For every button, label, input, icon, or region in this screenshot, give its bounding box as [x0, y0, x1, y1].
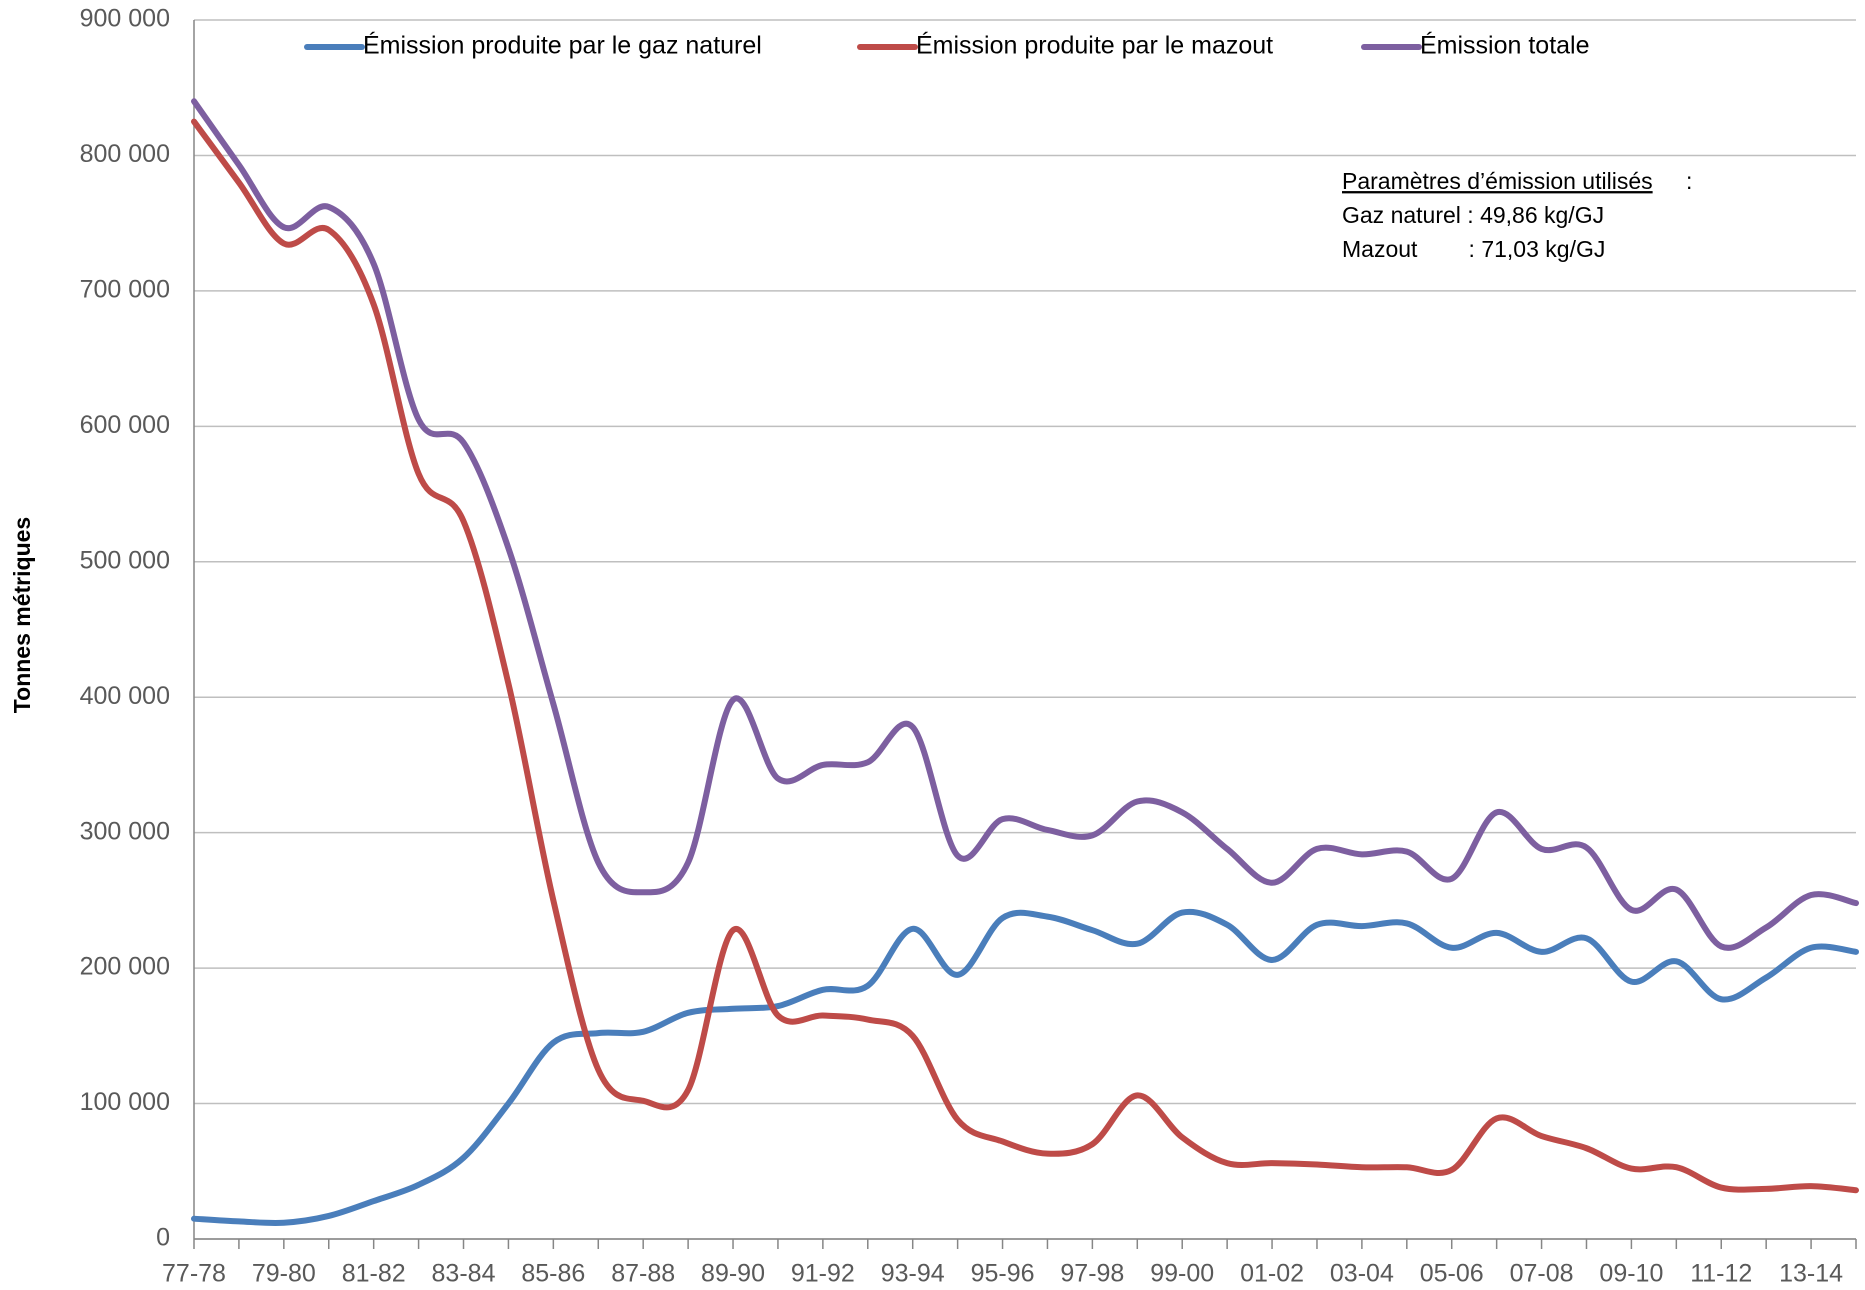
y-tick-label: 100 000 [80, 1088, 170, 1116]
annotation-suffix: : [1686, 168, 1692, 194]
y-tick-label: 300 000 [80, 817, 170, 845]
x-tick-label: 13-14 [1779, 1260, 1843, 1288]
annotation-line: Mazout : 71,03 kg/GJ [1342, 236, 1605, 262]
x-tick-label: 05-06 [1420, 1260, 1484, 1288]
x-tick-label: 01-02 [1240, 1260, 1304, 1288]
legend-label: Émission produite par le mazout [916, 31, 1273, 60]
y-tick-label: 400 000 [80, 682, 170, 710]
y-tick-label: 900 000 [80, 5, 170, 33]
x-tick-label: 89-90 [701, 1260, 765, 1288]
x-tick-label: 07-08 [1510, 1260, 1574, 1288]
y-tick-label: 200 000 [80, 953, 170, 981]
x-tick-label: 77-78 [162, 1260, 226, 1288]
y-tick-label: 500 000 [80, 546, 170, 574]
x-tick-label: 79-80 [252, 1260, 316, 1288]
x-tick-label: 09-10 [1599, 1260, 1663, 1288]
y-tick-label: 600 000 [80, 411, 170, 439]
x-tick-label: 91-92 [791, 1260, 855, 1288]
series-line [191, 98, 1859, 951]
x-tick-label: 85-86 [521, 1260, 585, 1288]
y-tick-label: 800 000 [80, 140, 170, 168]
y-tick-label: 0 [156, 1224, 170, 1252]
annotation-line: Gaz naturel : 49,86 kg/GJ [1342, 202, 1604, 228]
x-tick-label: 03-04 [1330, 1260, 1394, 1288]
x-tick-label: 99-00 [1150, 1260, 1214, 1288]
legend-label: Émission totale [1420, 31, 1590, 60]
x-tick-label: 81-82 [342, 1260, 406, 1288]
x-tick-label: 93-94 [881, 1260, 945, 1288]
x-tick-label: 87-88 [611, 1260, 675, 1288]
series-line [191, 118, 1859, 1194]
series-line [191, 908, 1859, 1227]
legend-label: Émission produite par le gaz naturel [363, 31, 762, 60]
y-axis-label: Tonnes métriques [9, 517, 35, 713]
y-tick-label: 700 000 [80, 275, 170, 303]
x-tick-label: 83-84 [432, 1260, 496, 1288]
x-tick-label: 95-96 [971, 1260, 1035, 1288]
x-tick-label: 11-12 [1690, 1260, 1752, 1288]
x-tick-label: 97-98 [1060, 1260, 1124, 1288]
annotation-title: Paramètres d’émission utilisés [1342, 168, 1653, 194]
